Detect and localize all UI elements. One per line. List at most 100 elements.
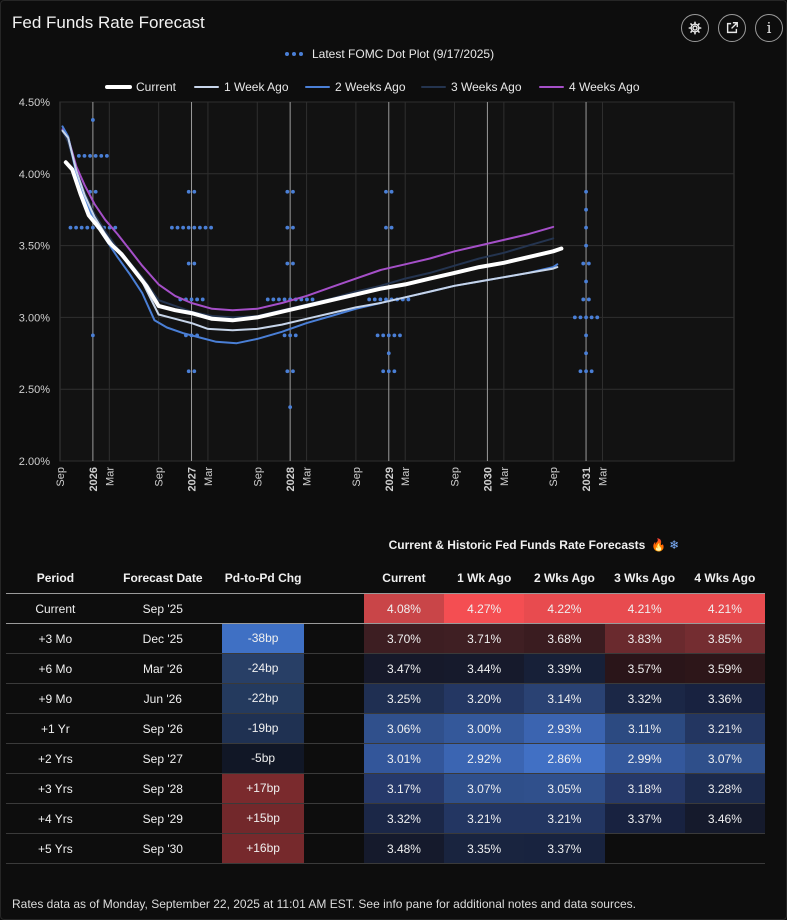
- legend-item-label: 4 Weeks Ago: [569, 80, 640, 94]
- fomc-dot: [381, 333, 386, 338]
- cell-w3: 3.37%: [604, 803, 685, 834]
- cell-gap: [305, 743, 364, 774]
- fomc-dot: [389, 225, 394, 230]
- header-gap: [305, 563, 364, 594]
- fomc-dot: [584, 189, 588, 194]
- cell-w1: 3.00%: [444, 713, 525, 744]
- x-tick-label: 2026: [88, 467, 100, 491]
- cell-pd-chg: -5bp: [220, 743, 306, 774]
- fomc-dot: [74, 225, 78, 230]
- cell-forecast-date: Sep '25: [104, 593, 221, 624]
- cell-period: +5 Yrs: [6, 833, 105, 864]
- fomc-dot: [291, 369, 295, 374]
- share-button[interactable]: [718, 14, 746, 42]
- x-tick-label: Mar: [597, 467, 609, 486]
- cell-w3: 2.99%: [604, 743, 685, 774]
- cell-pd-chg: -24bp: [220, 653, 306, 684]
- legend-dot-marker: [299, 52, 303, 56]
- fomc-dot: [375, 333, 380, 338]
- flame-icon[interactable]: 🔥: [651, 538, 667, 552]
- cell-gap: [305, 713, 364, 744]
- fomc-dot: [291, 225, 295, 230]
- series-line-current: [63, 160, 564, 323]
- settings-button[interactable]: [681, 14, 709, 42]
- fomc-dot: [310, 297, 315, 302]
- cell-w3: 3.11%: [604, 713, 685, 744]
- fomc-dot: [198, 225, 202, 230]
- table-row: +2 Yrs Sep '27 -5bp 3.01% 2.92% 2.86% 2.99% 3.0…: [6, 743, 765, 774]
- cell-current: 3.48%: [363, 833, 445, 864]
- cell-period: +9 Mo: [6, 683, 105, 714]
- cell-w1: 3.71%: [444, 623, 525, 654]
- x-tick-label: 2027: [187, 467, 199, 491]
- cell-w3: [604, 833, 685, 864]
- fomc-dot: [398, 333, 402, 338]
- cell-gap: [305, 773, 364, 804]
- fomc-dot: [392, 333, 397, 338]
- cell-period: +6 Mo: [6, 653, 105, 684]
- fomc-dot: [90, 118, 95, 122]
- cell-w2: 3.05%: [524, 773, 605, 804]
- y-tick-label: 2.00%: [19, 456, 50, 468]
- cell-w4: [684, 833, 765, 864]
- fomc-dot: [90, 225, 95, 230]
- rate-chart: 2.00% 2.50% 3.00% 3.50% 4.00% 4.50% Sep 2026 Mar…: [19, 47, 735, 491]
- fomc-dot: [584, 279, 588, 284]
- fomc-dot: [384, 297, 388, 302]
- header-pd-chg: Pd-to-Pd Chg: [220, 563, 306, 594]
- cell-current: 3.32%: [363, 803, 445, 834]
- fomc-dot: [79, 225, 84, 230]
- cell-forecast-date: Sep '27: [104, 743, 221, 774]
- cell-w1: 3.20%: [444, 683, 525, 714]
- cell-w4: 3.36%: [684, 683, 765, 714]
- x-tick-label: Sep: [450, 467, 462, 487]
- cell-w1: 3.21%: [444, 803, 525, 834]
- cell-w3: 3.83%: [604, 623, 685, 654]
- fomc-dot: [367, 297, 372, 302]
- x-tick-label: 2028: [285, 467, 297, 491]
- fomc-dot: [104, 153, 109, 158]
- rates-table: Period Forecast Date Pd-to-Pd Chg Curren…: [6, 563, 765, 864]
- cell-forecast-date: Mar '26: [104, 653, 221, 684]
- cell-w2: 3.21%: [524, 803, 605, 834]
- cell-current: 4.08%: [363, 593, 445, 624]
- fomc-dot: [85, 225, 90, 230]
- info-icon: i: [766, 19, 772, 37]
- cell-w1: 2.92%: [444, 743, 525, 774]
- table-row: +9 Mo Jun '26 -22bp 3.25% 3.20% 3.14% 3.32% 3.3…: [6, 683, 765, 714]
- chg-value: +15bp: [222, 804, 305, 833]
- fomc-dot: [305, 297, 309, 302]
- fomc-dot: [285, 261, 290, 266]
- fomc-dot: [192, 225, 197, 230]
- fomc-dot: [181, 225, 186, 230]
- fomc-dot: [584, 225, 588, 230]
- fomc-dot: [386, 351, 391, 356]
- cell-w1: 3.35%: [444, 833, 525, 864]
- fomc-dot: [584, 243, 588, 248]
- cell-w2: 2.86%: [524, 743, 605, 774]
- fomc-dot: [265, 297, 270, 302]
- x-tick-label: 2029: [384, 467, 396, 491]
- fomc-dot: [291, 189, 295, 194]
- y-tick-label: 2.50%: [19, 384, 50, 396]
- fomc-dot: [192, 261, 197, 266]
- fomc-dot: [586, 297, 591, 302]
- info-button[interactable]: i: [755, 14, 783, 42]
- fomc-dot: [595, 315, 600, 320]
- y-tick-label: 4.50%: [19, 97, 50, 109]
- fomc-dot: [203, 225, 208, 230]
- snowflake-icon[interactable]: ❄: [669, 538, 680, 552]
- cell-forecast-date: Dec '25: [104, 623, 221, 654]
- chg-value: -19bp: [222, 714, 305, 743]
- fomc-dot: [285, 189, 290, 194]
- cell-w3: 4.21%: [604, 593, 685, 624]
- cell-w4: 3.59%: [684, 653, 765, 684]
- fomc-dot: [389, 189, 394, 194]
- fomc-dot: [578, 315, 583, 320]
- cell-w1: 3.44%: [444, 653, 525, 684]
- series-line-4-weeks-ago: [61, 128, 555, 312]
- fomc-dot: [291, 261, 295, 266]
- fomc-dot: [285, 225, 290, 230]
- fomc-dot: [99, 153, 104, 158]
- cell-current: 3.47%: [363, 653, 445, 684]
